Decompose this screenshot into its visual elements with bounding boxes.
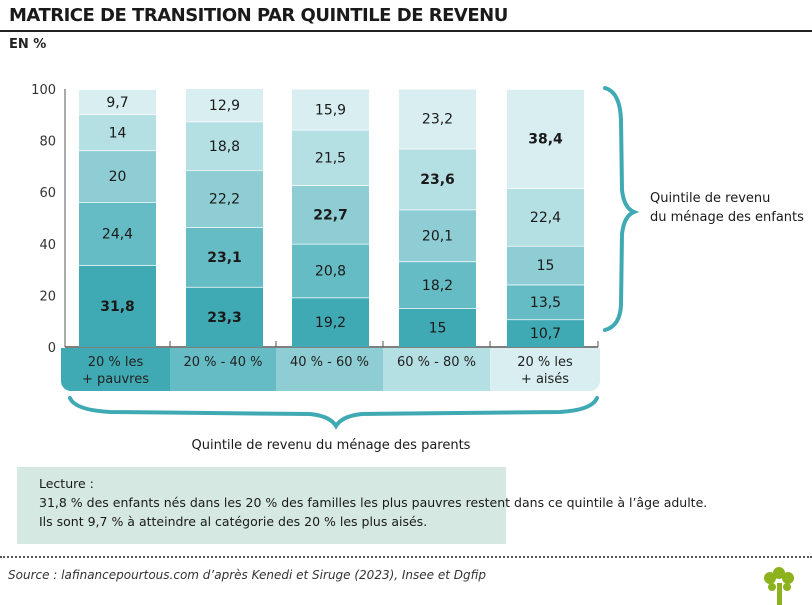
bar-segment [507, 245, 584, 285]
y-tick-label: 60 [39, 186, 56, 201]
data-label: 23,1 [207, 250, 242, 266]
category-label: 40 % - 60 % [290, 355, 369, 370]
tree-icon [764, 567, 794, 605]
bar-segment [186, 88, 263, 122]
data-label: 18,2 [422, 278, 453, 294]
right-brace [603, 86, 640, 332]
data-label: 20,8 [315, 264, 346, 280]
data-label: 23,2 [422, 112, 453, 128]
y-tick-label: 40 [39, 238, 56, 253]
bar-segment [399, 88, 476, 149]
divider [0, 556, 812, 558]
title-rule [0, 30, 812, 32]
category-label: 20 % - 40 % [183, 355, 262, 370]
data-label: 22,4 [530, 210, 561, 226]
lecture-line-2: Ils sont 9,7 % à atteindre al catégorie … [39, 514, 428, 529]
data-label: 23,3 [207, 310, 242, 326]
y-tick-label: 100 [31, 83, 56, 98]
category-label: 20 % les [517, 355, 573, 370]
data-label: 21,5 [315, 150, 346, 166]
bottom-brace [68, 396, 599, 430]
y-tick-label: 0 [48, 341, 56, 356]
bar-segment [399, 209, 476, 262]
data-label: 22,2 [209, 192, 240, 208]
bar-segment [186, 121, 263, 171]
bar-segment [292, 129, 369, 186]
data-label: 23,6 [420, 172, 455, 188]
right-axis-title: du ménage des enfants [650, 210, 804, 225]
bar-segment [79, 114, 156, 151]
data-label: 22,7 [313, 208, 348, 224]
bar-segment [507, 89, 584, 189]
bar-segment [292, 88, 369, 130]
stacked-bar-chart: 0 20 40 60 80 100 31,8 24,4 20 14 9,7 23,3 23,1 22,2 1… [31, 83, 804, 453]
bar-segment [399, 148, 476, 210]
lecture-text: Lecture : 31,8 % des enfants nés dans le… [39, 474, 707, 531]
data-label: 20 [109, 169, 127, 185]
category-label: 60 % - 80 % [397, 355, 476, 370]
data-label: 38,4 [528, 132, 563, 148]
category-label: + pauvres [82, 372, 149, 387]
bar-segment [399, 261, 476, 309]
bar-segment [79, 202, 156, 265]
category-band [383, 348, 490, 391]
data-label: 20,1 [422, 228, 453, 244]
data-label: 15 [429, 321, 447, 337]
category-band [276, 348, 383, 391]
category-band [490, 348, 600, 391]
bar-segment [507, 319, 584, 347]
bar-segment [507, 188, 584, 246]
bar-segment [79, 89, 156, 115]
bar-segment [292, 185, 369, 244]
data-label: 18,8 [209, 139, 240, 155]
category-band [170, 348, 276, 391]
data-label: 31,8 [100, 299, 135, 315]
bar-segment [292, 243, 369, 298]
source-note: Source : lafinancepourtous.com d’après K… [8, 568, 487, 582]
x-axis-title: Quintile de revenu du ménage des parents [192, 438, 471, 453]
bar-segment [292, 297, 369, 347]
data-label: 13,5 [530, 295, 561, 311]
data-label: 19,2 [315, 315, 346, 331]
data-label: 15 [537, 258, 555, 274]
bar-segment [399, 308, 476, 347]
category-label: + aisés [521, 372, 569, 387]
lecture-heading: Lecture : [39, 476, 94, 491]
category-band [61, 348, 170, 391]
bar-segment [507, 284, 584, 320]
lecture-line-1: 31,8 % des enfants nés dans les 20 % des… [39, 495, 708, 510]
right-axis-title: Quintile de revenu [650, 191, 770, 206]
data-label: 24,4 [102, 226, 133, 242]
y-tick-label: 20 [39, 289, 56, 304]
data-label: 14 [109, 125, 127, 141]
data-label: 12,9 [209, 98, 240, 114]
category-label: 20 % les [88, 355, 144, 370]
bar-segment [79, 150, 156, 203]
data-label: 9,7 [106, 95, 128, 111]
page-title: MATRICE DE TRANSITION PAR QUINTILE DE RE… [9, 5, 508, 26]
lecture-box [17, 467, 506, 544]
y-tick-label: 80 [39, 135, 56, 150]
data-label: 10,7 [530, 326, 561, 342]
data-label: 15,9 [315, 102, 346, 118]
bar-segment [79, 264, 156, 347]
unit-label: EN % [9, 37, 47, 52]
bar-segment [186, 170, 263, 228]
bar-segment [186, 286, 263, 347]
bar-segment [186, 227, 263, 287]
